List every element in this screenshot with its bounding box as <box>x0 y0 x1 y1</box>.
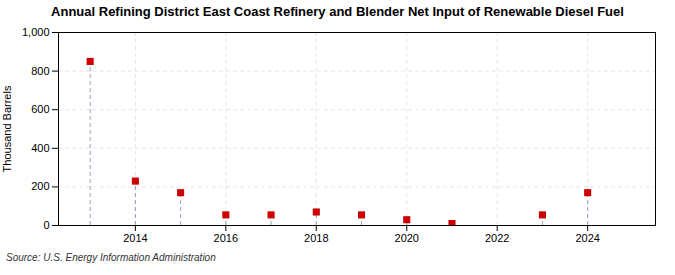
svg-text:2020: 2020 <box>395 232 419 244</box>
svg-text:0: 0 <box>43 219 49 231</box>
svg-text:400: 400 <box>31 142 49 154</box>
html-text:Annual Refining District East: Annual Refining District East Coast Refi… <box>51 4 624 19</box>
svg-text:Thousand Barrels: Thousand Barrels <box>1 85 13 172</box>
svg-text:2022: 2022 <box>485 232 509 244</box>
svg-text:1,000: 1,000 <box>22 26 50 38</box>
svg-text:200: 200 <box>31 180 49 192</box>
svg-text:600: 600 <box>31 103 49 115</box>
svg-text:2016: 2016 <box>214 232 238 244</box>
svg-text:800: 800 <box>31 65 49 77</box>
svg-text:2018: 2018 <box>304 232 328 244</box>
svg-text:2024: 2024 <box>575 232 599 244</box>
svg-text:2014: 2014 <box>123 232 147 244</box>
html-text:Source: U.S. Energy Informatio: Source: U.S. Energy Information Administ… <box>6 252 216 263</box>
